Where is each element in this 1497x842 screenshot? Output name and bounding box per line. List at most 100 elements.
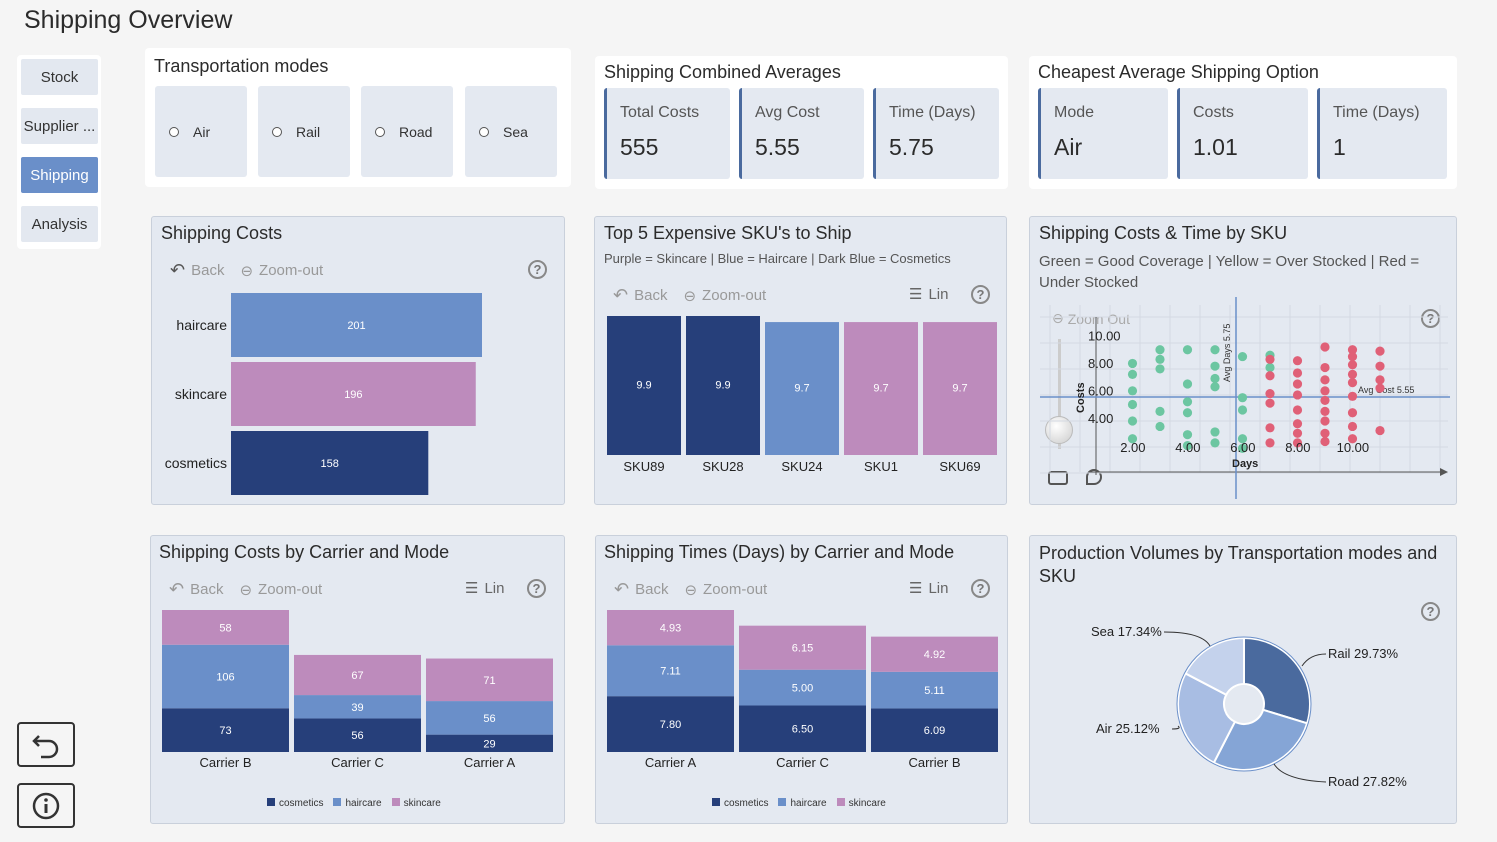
info-button[interactable] (17, 783, 75, 828)
lin-label: Lin (928, 579, 949, 597)
zoom-out-button[interactable]: ⊖ Zoom Out (1052, 310, 1130, 327)
back-button[interactable]: ↶ Back (170, 260, 224, 281)
help-icon[interactable]: ? (971, 579, 990, 598)
leader-line (1171, 725, 1180, 730)
scatter-point (1292, 390, 1303, 400)
category-label: Carrier C (331, 755, 384, 770)
pie-outline (1176, 636, 1312, 772)
lin-scale-button[interactable]: ☰ Lin (909, 285, 949, 304)
list-icon: ☰ (909, 286, 923, 303)
scatter-point (1210, 361, 1220, 371)
shipping-costs-panel: Shipping Costs ↶ Back ⊖ Zoom-out ? haircar… (151, 216, 565, 505)
transport-title: Transportation modes (154, 56, 329, 76)
back-button[interactable]: ↶ Back (169, 579, 223, 600)
nav-stock-button[interactable]: Stock (21, 59, 98, 95)
back-button[interactable]: ↶ Back (613, 285, 667, 306)
production-pie-panel: Production Volumes by Transportation mod… (1029, 535, 1457, 824)
bar-value-label: 9.9 (636, 380, 651, 392)
nav-panel: Stock Supplier ... Shipping Analysis (17, 55, 101, 249)
kpi-label: Costs (1193, 104, 1234, 121)
scatter-point (1375, 375, 1385, 385)
scatter-point (1210, 427, 1220, 437)
undo-icon: ↶ (169, 579, 185, 599)
scatter-point (1127, 369, 1138, 379)
scatter-point (1320, 406, 1330, 416)
scatter-point (1320, 362, 1330, 373)
back-button[interactable]: ↶ Back (614, 579, 668, 600)
chart-subtitle: Purple = Skincare | Blue = Haircare | Da… (604, 251, 951, 266)
x-axis-arrow (1440, 468, 1448, 476)
y-axis-label: Costs (1075, 382, 1087, 413)
lin-label: Lin (484, 579, 505, 597)
lin-scale-button[interactable]: ☰ Lin (909, 579, 949, 598)
scatter-point (1292, 405, 1303, 415)
avg-cost-label: Avg Cost 5.55 (1358, 385, 1414, 395)
scatter-point (1182, 345, 1193, 355)
scatter-point (1127, 386, 1138, 396)
slice-label: Air 25.12% (1096, 721, 1160, 736)
scatter-point (1292, 419, 1303, 429)
zoom-out-button[interactable]: ⊖ Zoom-out (240, 262, 323, 280)
scatter-point (1265, 438, 1275, 448)
top5-sku-panel: Top 5 Expensive SKU's to Ship Purple = S… (594, 216, 1007, 505)
scatter-point (1292, 368, 1303, 378)
scatter-chart: Avg Cost 5.55 Avg Days 5.75 2.00 4.00 6.00 8.… (1040, 297, 1450, 499)
help-icon[interactable]: ? (528, 260, 547, 279)
mode-label: Sea (503, 123, 528, 140)
legend-label: skincare (848, 798, 886, 809)
nav-supplier-button[interactable]: Supplier ... (21, 108, 98, 144)
help-icon[interactable]: ? (1421, 602, 1440, 621)
mode-sea-option[interactable]: Sea (465, 86, 557, 177)
lin-label: Lin (928, 285, 949, 303)
nav-analysis-button[interactable]: Analysis (21, 206, 98, 242)
help-icon[interactable]: ? (527, 579, 546, 598)
back-label: Back (191, 262, 225, 279)
chart-legend: cosmetics haircare skincare (712, 798, 886, 809)
zoom-out-button[interactable]: ⊖ Zoom-out (683, 287, 766, 305)
scatter-point (1127, 399, 1138, 410)
mode-road-option[interactable]: Road (361, 86, 453, 177)
scatter-point (1292, 356, 1303, 366)
help-icon[interactable]: ? (971, 285, 990, 304)
mode-rail-option[interactable]: Rail (258, 86, 350, 177)
category-label: skincare (175, 386, 227, 402)
leader-line (1163, 631, 1211, 647)
undo-button[interactable] (17, 722, 75, 767)
zoom-slider-track[interactable] (1058, 339, 1061, 449)
scatter-point (1347, 391, 1358, 401)
chart-toolbar: ↶ Back ⊖ Zoom-out (613, 285, 766, 306)
bar-value-label: 4.93 (660, 623, 681, 635)
lasso-icon[interactable] (1086, 469, 1102, 485)
legend-item: cosmetics (267, 798, 323, 809)
avg-days-label: Avg Days 5.75 (1222, 324, 1232, 382)
mode-label: Rail (296, 123, 321, 140)
legend-label: haircare (345, 798, 382, 809)
nav-shipping-button[interactable]: Shipping (21, 157, 98, 193)
zoom-out-button[interactable]: ⊖ Zoom-out (684, 581, 767, 599)
scatter-point (1127, 416, 1138, 426)
scatter-point (1237, 405, 1248, 415)
undo-icon: ↶ (170, 260, 186, 280)
bar-segment (162, 708, 289, 752)
bar-segment (294, 718, 421, 752)
zoom-out-icon: ⊖ (240, 262, 254, 280)
scatter-point (1127, 358, 1138, 369)
back-label: Back (190, 581, 224, 598)
kpi-mode: Mode Air (1038, 88, 1168, 179)
chart-title: Shipping Times (Days) by Carrier and Mod… (604, 542, 955, 562)
scatter-point (1375, 361, 1385, 371)
mode-air-option[interactable]: Air (155, 86, 247, 177)
category-label: SKU28 (702, 459, 743, 474)
select-icon[interactable] (1048, 471, 1068, 485)
bar-value-label: 9.7 (794, 383, 809, 395)
help-icon[interactable]: ? (1421, 309, 1440, 328)
zoom-out-icon: ⊖ (1052, 310, 1064, 326)
bar-segment (607, 696, 734, 752)
zoom-out-button[interactable]: ⊖ Zoom-out (239, 581, 322, 599)
kpi-label: Total Costs (620, 104, 700, 121)
scatter-point (1292, 438, 1303, 448)
pie-slice (1212, 708, 1309, 771)
chart-title: Production Volumes by Transportation mod… (1039, 543, 1438, 586)
lin-scale-button[interactable]: ☰ Lin (465, 579, 505, 598)
bar-segment (426, 658, 553, 702)
